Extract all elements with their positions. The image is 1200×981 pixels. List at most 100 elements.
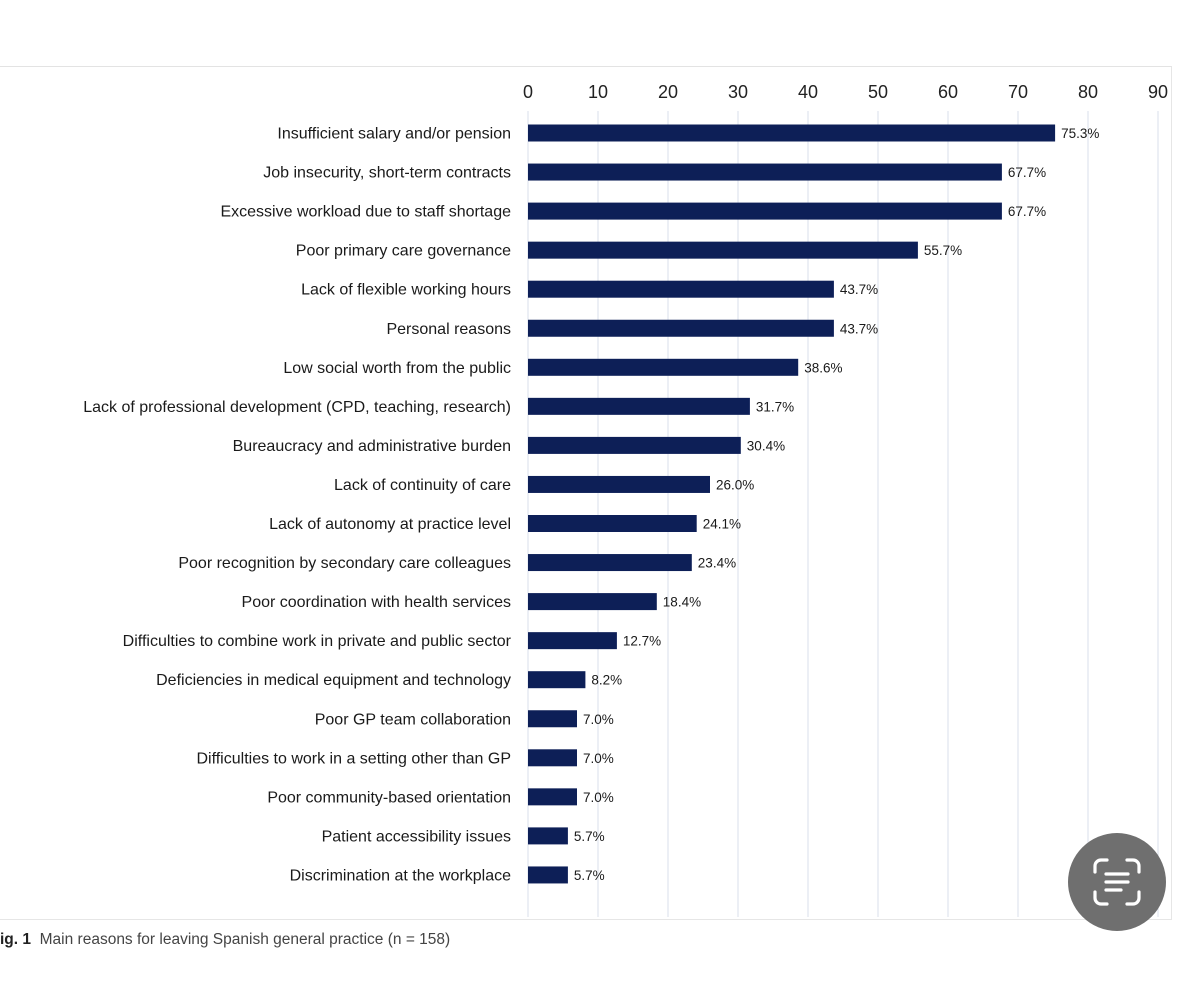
bar-row: Difficulties to work in a setting other … xyxy=(196,749,614,767)
category-label: Bureaucracy and administrative burden xyxy=(233,438,511,455)
bar xyxy=(528,554,692,572)
bar xyxy=(528,632,617,650)
bar-row: Bureaucracy and administrative burden 30.… xyxy=(233,436,785,455)
data-label: 31.7% xyxy=(756,399,794,414)
bar-row: Poor GP team collaboration 7.0% xyxy=(315,710,614,728)
category-label: Poor GP team collaboration xyxy=(315,711,511,728)
category-label: Poor community-based orientation xyxy=(267,789,511,806)
x-tick-label: 70 xyxy=(1008,82,1028,102)
x-tick-label: 10 xyxy=(588,82,608,102)
bar-row: Insufficient salary and/or pension 75.3% xyxy=(277,124,1099,143)
bar xyxy=(528,319,834,337)
data-label: 7.0% xyxy=(583,712,614,727)
bar-row: Poor recognition by secondary care colle… xyxy=(178,554,736,572)
data-label: 26.0% xyxy=(716,477,754,492)
bar xyxy=(528,163,1002,181)
bar-row: Discrimination at the workplace 5.7% xyxy=(290,866,605,884)
bar xyxy=(528,827,568,845)
bar-row: Poor primary care governance 55.7% xyxy=(296,241,962,260)
bar-row: Poor community-based orientation 7.0% xyxy=(267,788,614,806)
category-label: Deficiencies in medical equipment and te… xyxy=(156,672,511,689)
data-label: 43.7% xyxy=(840,282,878,297)
x-tick-label: 30 xyxy=(728,82,748,102)
bar-row: Patient accessibility issues 5.7% xyxy=(322,827,605,845)
bar xyxy=(528,397,750,415)
category-label: Poor coordination with health services xyxy=(242,594,511,611)
bar xyxy=(528,788,577,806)
data-label: 55.7% xyxy=(924,243,962,258)
grid-lines xyxy=(527,111,1159,917)
data-label: 67.7% xyxy=(1008,165,1046,180)
text-scan-icon xyxy=(1093,858,1141,906)
category-label: Lack of professional development (CPD, t… xyxy=(83,399,511,416)
bar xyxy=(528,124,1056,142)
caption-text: Main reasons for leaving Spanish general… xyxy=(39,931,451,948)
bar xyxy=(528,671,586,689)
bar-row: Lack of professional development (CPD, t… xyxy=(83,397,794,416)
data-label: 7.0% xyxy=(583,790,614,805)
data-label: 43.7% xyxy=(840,321,878,336)
x-tick-label: 20 xyxy=(658,82,678,102)
bar xyxy=(528,241,918,259)
x-tick-label: 90 xyxy=(1148,82,1168,102)
bar xyxy=(528,866,568,884)
bar-chart: 0 10 20 30 40 50 60 70 80 90 Insufficient salary … xyxy=(83,82,1168,917)
bar xyxy=(528,358,799,376)
data-label: 18.4% xyxy=(663,595,701,610)
data-label: 5.7% xyxy=(574,868,605,883)
data-label: 75.3% xyxy=(1061,126,1099,141)
category-label: Personal reasons xyxy=(386,321,511,338)
bar xyxy=(528,202,1002,220)
category-label: Lack of continuity of care xyxy=(334,477,511,494)
bar xyxy=(528,436,741,454)
bars: Insufficient salary and/or pension 75.3% J… xyxy=(83,124,1099,884)
figure-number: ig. 1 xyxy=(0,931,32,948)
bar-row: Lack of autonomy at practice level 24.1% xyxy=(269,515,741,533)
x-axis-ticks: 0 10 20 30 40 50 60 70 80 90 xyxy=(523,82,1168,102)
bar xyxy=(528,475,710,493)
data-label: 8.2% xyxy=(591,673,622,688)
category-label: Poor primary care governance xyxy=(296,243,511,260)
data-label: 5.7% xyxy=(574,829,605,844)
bar xyxy=(528,593,657,611)
category-label: Lack of autonomy at practice level xyxy=(269,516,511,533)
bar-row: Lack of flexible working hours 43.7% xyxy=(301,280,878,299)
data-label: 67.7% xyxy=(1008,204,1046,219)
bar-row: Excessive workload due to staff shortage… xyxy=(220,202,1046,221)
bar-row: Low social worth from the public 38.6% xyxy=(283,358,842,377)
category-label: Patient accessibility issues xyxy=(322,828,511,845)
data-label: 38.6% xyxy=(804,360,842,375)
bar-row: Lack of continuity of care 26.0% xyxy=(334,475,754,494)
category-label: Low social worth from the public xyxy=(283,360,511,377)
bar xyxy=(528,280,834,298)
bar xyxy=(528,515,697,532)
data-label: 30.4% xyxy=(747,438,785,453)
x-tick-label: 0 xyxy=(523,82,533,102)
live-text-scan-button[interactable] xyxy=(1068,833,1166,931)
x-tick-label: 80 xyxy=(1078,82,1098,102)
category-label: Poor recognition by secondary care colle… xyxy=(178,555,511,572)
chart-frame: 0 10 20 30 40 50 60 70 80 90 Insufficient salary … xyxy=(0,66,1172,920)
x-tick-label: 60 xyxy=(938,82,958,102)
figure-caption: ig. 1 Main reasons for leaving Spanish g… xyxy=(0,931,450,949)
bar-row: Personal reasons 43.7% xyxy=(386,319,878,338)
bar-row: Job insecurity, short-term contracts 67.7… xyxy=(263,163,1046,182)
bar-row: Difficulties to combine work in private … xyxy=(123,632,661,650)
data-label: 23.4% xyxy=(698,556,736,571)
category-label: Job insecurity, short-term contracts xyxy=(263,165,511,182)
x-tick-label: 40 xyxy=(798,82,818,102)
bar xyxy=(528,749,577,767)
category-label: Excessive workload due to staff shortage xyxy=(220,204,511,221)
data-label: 7.0% xyxy=(583,751,614,766)
data-label: 12.7% xyxy=(623,634,661,649)
category-label: Difficulties to combine work in private … xyxy=(123,633,512,650)
bar xyxy=(528,710,577,728)
category-label: Lack of flexible working hours xyxy=(301,282,511,299)
data-label: 24.1% xyxy=(703,517,741,532)
category-label: Difficulties to work in a setting other … xyxy=(196,750,511,767)
bar-row: Poor coordination with health services 18… xyxy=(242,593,701,611)
category-label: Insufficient salary and/or pension xyxy=(277,126,511,143)
category-label: Discrimination at the workplace xyxy=(290,867,512,884)
bar-row: Deficiencies in medical equipment and te… xyxy=(156,671,622,689)
x-tick-label: 50 xyxy=(868,82,888,102)
